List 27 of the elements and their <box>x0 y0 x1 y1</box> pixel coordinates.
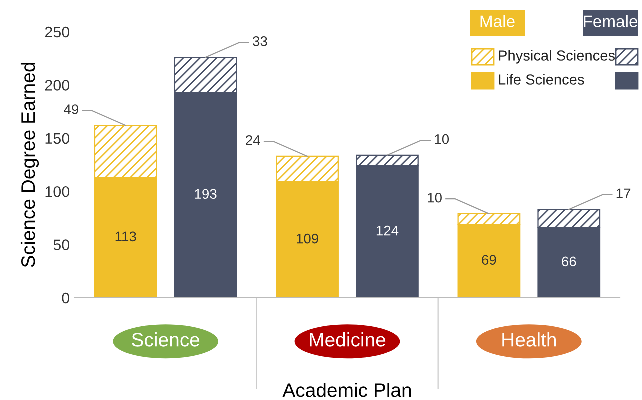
x-axis-title: Academic Plan <box>282 383 412 398</box>
y-tick-label: 200 <box>45 80 70 91</box>
data-label: 10 <box>435 134 450 144</box>
y-tick-label: 250 <box>45 26 70 38</box>
data-label: 113 <box>116 232 136 242</box>
data-label: 17 <box>616 188 631 198</box>
legend-label: Physical Sciences <box>499 50 615 64</box>
data-label: 24 <box>246 135 260 146</box>
y-tick-label: 150 <box>46 133 70 144</box>
text: Male <box>480 15 515 28</box>
y-axis-title: Science Degree Earned <box>20 63 40 268</box>
data-label: 33 <box>253 36 268 46</box>
data-label: 109 <box>297 234 318 244</box>
legend-label: Life Sciences <box>499 74 584 85</box>
y-tick-label: 50 <box>54 240 70 250</box>
y-tick-label: 0 <box>62 292 70 304</box>
text: Female <box>584 15 638 28</box>
data-label: 69 <box>482 255 496 266</box>
data-label: 10 <box>428 192 442 203</box>
text: Medicine <box>310 332 386 347</box>
data-label: 49 <box>64 104 79 114</box>
y-tick-label: 100 <box>46 186 70 198</box>
text: Health <box>502 332 556 347</box>
data-label: 193 <box>195 189 217 200</box>
data-label: 124 <box>376 226 399 236</box>
text: Science <box>132 332 200 347</box>
data-label: 66 <box>562 256 576 267</box>
